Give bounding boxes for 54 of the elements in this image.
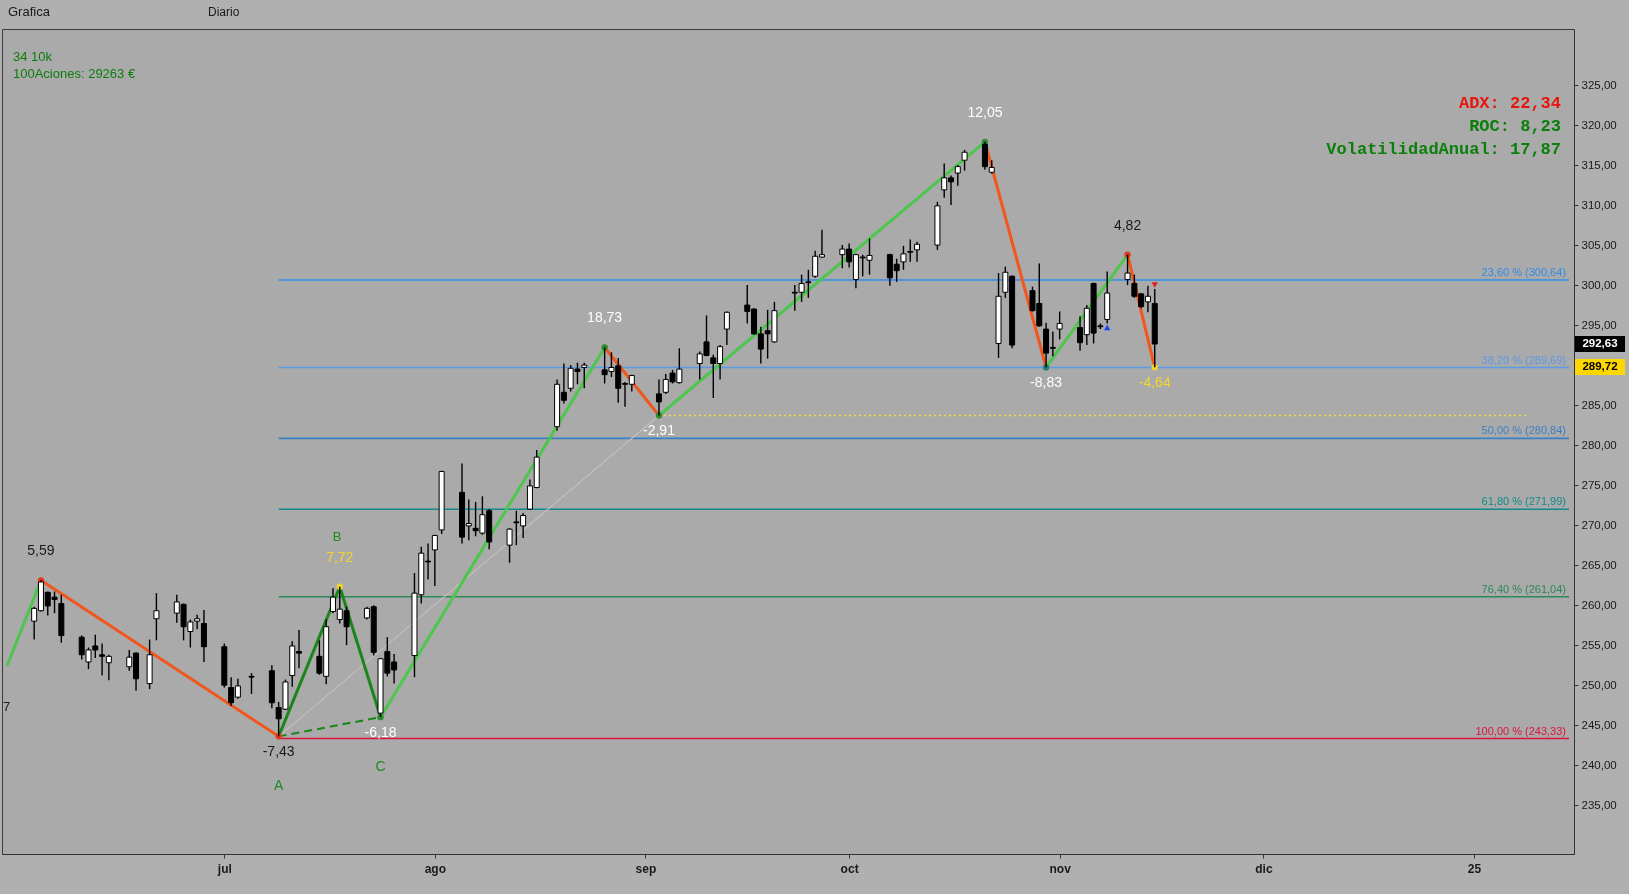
annotation: 100Aciones: 29263 € (13, 66, 136, 81)
y-tick-label: 295,00 (1581, 318, 1617, 331)
series-label: 76,40 % (261,04) (1481, 582, 1566, 595)
y-tick-label: 270,00 (1581, 518, 1617, 531)
y-tick-label: 265,00 (1581, 558, 1617, 571)
series-label: 50,00 % (280,84) (1481, 424, 1566, 437)
y-tick-label: 275,00 (1581, 478, 1617, 491)
y-tick-label: 285,00 (1581, 398, 1617, 411)
y-tick-label: 305,00 (1581, 238, 1617, 251)
annotation: B (332, 529, 342, 544)
series-label: 38,20 % (289,69) (1481, 353, 1566, 366)
annotation: C (375, 758, 386, 775)
annotation: 5,59 (27, 542, 55, 559)
annotation: 7,72 (326, 548, 354, 565)
y-tick-label: 300,00 (1581, 278, 1617, 291)
annotation: -2,91 (643, 422, 676, 439)
annotation: 12,05 (967, 103, 1003, 120)
annotation: -4,64 (1138, 374, 1171, 391)
y-tick-label: 245,00 (1581, 718, 1617, 731)
x-tick-label: ago (424, 861, 447, 876)
x-tick-label: 25 (1467, 861, 1482, 876)
series-label: 61,80 % (271,99) (1481, 495, 1566, 508)
series-label: 23,60 % (300,64) (1481, 265, 1566, 278)
annotation: A (273, 777, 284, 794)
annotation: -8,83 (1030, 374, 1063, 391)
x-tick-label: oct (840, 861, 859, 876)
series-label: 100,00 % (243,33) (1475, 724, 1566, 737)
annotation: ADX: 22,34 (1458, 94, 1561, 113)
y-tick-label: 255,00 (1581, 638, 1617, 651)
y-tick-label: 310,00 (1581, 198, 1617, 211)
y-tick-label: 235,00 (1581, 798, 1617, 811)
y-tick-label: 320,00 (1581, 118, 1617, 131)
y-tick-label: 240,00 (1581, 758, 1617, 771)
text: Diario (208, 5, 240, 19)
x-tick-label: dic (1255, 861, 1273, 876)
x-tick-label: nov (1049, 861, 1072, 876)
annotation: 18,73 (587, 309, 623, 326)
annotation: 7 (3, 699, 11, 714)
y-tick-label: 315,00 (1581, 158, 1617, 171)
text: 292,63 (1582, 337, 1618, 349)
annotation: ROC: 8,23 (1469, 117, 1561, 136)
y-tick-label: 250,00 (1581, 678, 1617, 691)
annotation: -7,43 (262, 743, 295, 760)
y-tick-label: 325,00 (1581, 78, 1617, 91)
x-tick-label: sep (635, 861, 657, 876)
y-tick-label: 280,00 (1581, 438, 1617, 451)
text: Grafica (8, 4, 51, 19)
x-tick-label: jul (216, 861, 232, 876)
annotation: 4,82 (1113, 216, 1142, 233)
annotation: 34 10k (13, 49, 53, 64)
y-tick-label: 260,00 (1581, 598, 1617, 611)
text: 289,72 (1582, 360, 1618, 372)
annotation: -6,18 (364, 724, 397, 741)
annotation: VolatilidadAnual: 17,87 (1326, 140, 1561, 159)
